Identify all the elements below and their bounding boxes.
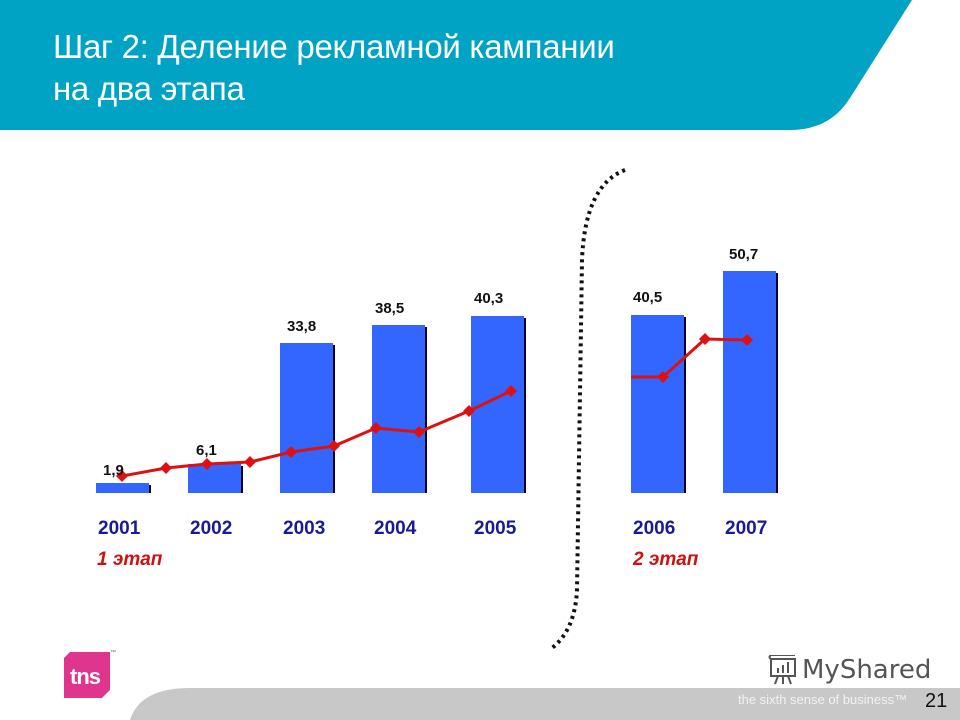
x-label-2007: 2007: [725, 518, 768, 539]
x-label-2005: 2005: [474, 518, 517, 539]
tns-logo-text: tns: [70, 664, 101, 689]
myshared-watermark: MyShared: [768, 655, 931, 685]
stage-1-label: 1 этап: [97, 549, 163, 570]
value-label-2001: 1,9: [103, 462, 124, 479]
tns-trademark: ™: [110, 650, 116, 656]
presentation-board-icon: [768, 655, 796, 685]
value-label-2006: 40,5: [633, 289, 663, 306]
value-label-2003: 33,8: [287, 318, 317, 335]
x-label-2002: 2002: [190, 518, 233, 539]
x-label-2003: 2003: [283, 518, 326, 539]
value-label-2002: 6,1: [196, 442, 217, 459]
bars: [96, 271, 778, 493]
header-band: [0, 0, 912, 130]
bar-2007: [723, 271, 778, 493]
x-label-2004: 2004: [374, 518, 417, 539]
page-number: 21: [925, 690, 948, 712]
bar-2002: [188, 464, 243, 493]
x-label-2001: 2001: [98, 518, 141, 539]
stage-divider: [550, 168, 626, 650]
value-label-2004: 38,5: [375, 300, 405, 317]
title-line-1: Шаг 2: Деление рекламной кампании: [53, 28, 615, 65]
stage-2-label: 2 этап: [633, 549, 699, 570]
x-label-2006: 2006: [633, 518, 676, 539]
trend-markers: [116, 333, 753, 482]
value-label-2005: 40,3: [474, 290, 504, 307]
bar-2004: [372, 325, 427, 493]
value-label-2007: 50,7: [729, 246, 759, 263]
watermark-text: MyShared: [802, 655, 932, 685]
title-line-2: на два этапа: [53, 70, 245, 107]
bar-2003: [280, 343, 335, 493]
tagline: the sixth sense of business™: [738, 692, 908, 707]
trend-line: [116, 333, 753, 482]
bar-2001: [96, 483, 151, 493]
tns-logo-icon: [64, 652, 110, 698]
bar-2006: [631, 315, 686, 493]
slide-title: Шаг 2: Деление рекламной кампании на два…: [53, 26, 615, 110]
